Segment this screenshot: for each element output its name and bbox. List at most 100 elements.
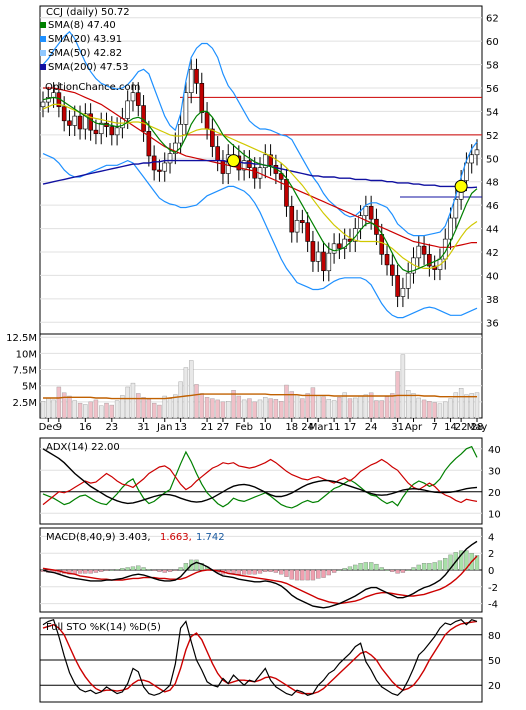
macd-histogram-bar bbox=[141, 567, 146, 571]
crossover-marker bbox=[227, 154, 241, 168]
volume-bar bbox=[300, 398, 305, 419]
volume-bar bbox=[151, 402, 157, 419]
candle-body bbox=[252, 167, 258, 179]
x-tick-label: 7 bbox=[431, 422, 437, 433]
macd-histogram-bar bbox=[331, 569, 337, 573]
macd-histogram-bar bbox=[125, 567, 130, 571]
legend-entry: SMA(20) 43.91 bbox=[48, 34, 122, 45]
volume-bar bbox=[114, 400, 120, 419]
price-tick-label: 36 bbox=[486, 318, 499, 329]
candle-body bbox=[278, 173, 284, 180]
volume-bar bbox=[104, 402, 109, 419]
volume-bar bbox=[194, 384, 199, 419]
macd-histogram-bar bbox=[109, 569, 114, 571]
candle-body bbox=[130, 92, 136, 102]
candle-body bbox=[51, 92, 56, 98]
macd-histogram-bar bbox=[294, 569, 300, 581]
candle-body bbox=[77, 115, 83, 130]
adx-tick-label: 30 bbox=[488, 466, 501, 477]
candle-body bbox=[337, 243, 342, 249]
macd-histogram-bar bbox=[406, 569, 411, 571]
volume-bar bbox=[178, 381, 183, 419]
macd-histogram-bar bbox=[268, 569, 273, 572]
volume-bar bbox=[289, 391, 294, 419]
volume-bar bbox=[374, 400, 379, 419]
sto-label: Full STO %K(14) %D(5) bbox=[46, 622, 161, 633]
legend-entry: SMA(8) 47.40 bbox=[48, 20, 116, 31]
volume-bar bbox=[416, 397, 421, 419]
candle-body bbox=[135, 92, 141, 106]
macd-histogram-bar bbox=[432, 562, 437, 571]
legend-swatch bbox=[40, 64, 46, 70]
adx-line bbox=[42, 448, 478, 505]
x-tick-label: Jan bbox=[156, 422, 172, 433]
volume-bar bbox=[326, 399, 332, 419]
x-tick-label: 28 bbox=[471, 422, 484, 433]
candle-body bbox=[358, 215, 363, 229]
candle-body bbox=[289, 206, 295, 233]
volume-bar bbox=[88, 401, 93, 419]
candle-body bbox=[363, 206, 369, 216]
adx-tick-label: 40 bbox=[488, 445, 501, 456]
volume-bar bbox=[231, 390, 236, 419]
volume-bar bbox=[305, 393, 310, 419]
candle-body bbox=[416, 245, 422, 259]
candle-body bbox=[331, 243, 337, 254]
volume-bar bbox=[157, 404, 162, 419]
macd-histogram-bar bbox=[178, 567, 183, 571]
x-tick-label: 23 bbox=[105, 422, 118, 433]
macd-tick-label: -2 bbox=[488, 583, 498, 594]
volume-bar bbox=[342, 392, 347, 419]
volume-bar bbox=[99, 405, 104, 419]
volume-bar bbox=[210, 398, 215, 419]
macd-histogram-bar bbox=[157, 569, 162, 572]
volume-bar bbox=[125, 386, 130, 419]
candle-body bbox=[61, 106, 67, 122]
price-tick-label: 42 bbox=[486, 248, 499, 259]
macd-histogram-bar bbox=[173, 569, 178, 571]
volume-bar bbox=[56, 386, 62, 419]
macd-histogram-bar bbox=[273, 569, 279, 573]
price-tick-label: 44 bbox=[486, 225, 499, 236]
x-tick-label: Feb bbox=[235, 422, 253, 433]
macd-histogram-bar bbox=[104, 569, 109, 571]
legend-entry: SMA(50) 42.82 bbox=[48, 48, 122, 59]
candle-body bbox=[247, 160, 252, 168]
x-tick-label: 17 bbox=[344, 422, 357, 433]
adx-plus-di-line bbox=[42, 445, 478, 509]
volume-bar bbox=[268, 398, 273, 419]
macd-histogram-bar bbox=[443, 558, 448, 571]
macd-histogram-bar bbox=[83, 569, 88, 574]
macd-histogram-bar bbox=[130, 566, 136, 571]
volume-bar bbox=[464, 394, 469, 419]
chart-title: CCJ (daily) 50.72 bbox=[46, 7, 130, 18]
macd-histogram-bar bbox=[136, 565, 141, 571]
price-tick-label: 54 bbox=[486, 107, 499, 118]
candle-body bbox=[241, 160, 247, 171]
macd-histogram-bar bbox=[326, 569, 331, 576]
volume-bar bbox=[458, 388, 464, 419]
volume-bar bbox=[379, 400, 384, 419]
volume-bar bbox=[226, 401, 231, 419]
macd-histogram-bar bbox=[194, 559, 199, 571]
volume-bar bbox=[278, 401, 284, 419]
candle-body bbox=[167, 153, 173, 164]
candle-body bbox=[448, 217, 453, 240]
candle-body bbox=[40, 101, 46, 108]
macd-histogram-bar bbox=[390, 569, 395, 572]
macd-histogram-bar bbox=[120, 568, 125, 571]
price-tick-label: 60 bbox=[486, 37, 499, 48]
candle-body bbox=[125, 100, 130, 119]
volume-bar bbox=[263, 397, 268, 419]
volume-bar bbox=[453, 392, 459, 419]
price-tick-label: 46 bbox=[486, 201, 499, 212]
x-tick-label: 10 bbox=[259, 422, 272, 433]
sto-d-line bbox=[42, 620, 478, 695]
x-tick-label: 24 bbox=[301, 422, 314, 433]
candle-body bbox=[294, 220, 300, 233]
legend-entry: SMA(200) 47.53 bbox=[48, 62, 129, 73]
volume-bar bbox=[432, 402, 437, 419]
candle-body bbox=[157, 169, 162, 172]
volume-bar bbox=[337, 397, 342, 419]
macd-histogram-bar bbox=[93, 569, 99, 573]
